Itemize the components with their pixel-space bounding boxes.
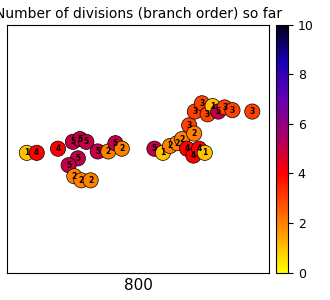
Text: 1: 1 [210,102,215,111]
Point [199,101,205,106]
Text: 1: 1 [24,148,29,157]
Point [75,156,81,161]
Point [205,112,210,117]
Text: 5: 5 [66,161,71,170]
Text: 3: 3 [250,107,255,116]
Point [88,178,93,183]
Text: 4: 4 [196,144,202,153]
Point [106,149,111,154]
Point [175,141,180,146]
Title: Number of divisions (branch order) so far: Number of divisions (branch order) so fa… [0,7,282,21]
Text: 5: 5 [152,144,157,153]
Text: 2: 2 [175,139,180,148]
Point [180,137,185,142]
Text: 5: 5 [78,135,82,144]
Text: 4: 4 [191,151,196,160]
Point [202,150,208,155]
Point [119,146,124,151]
Text: 3: 3 [222,103,227,112]
Text: 3: 3 [205,110,210,119]
Point [55,146,61,151]
Text: 3: 3 [192,107,197,116]
Point [84,140,89,144]
Point [222,105,227,110]
Text: 5: 5 [75,154,81,163]
Point [215,109,221,114]
Text: 2: 2 [79,176,84,185]
Point [24,150,29,155]
Text: 5: 5 [84,137,89,146]
Text: 2: 2 [106,147,111,156]
Point [191,153,196,158]
Text: 2: 2 [72,172,77,181]
Text: 2: 2 [180,135,185,144]
Text: 2: 2 [191,129,197,138]
Point [196,146,202,151]
Text: 4: 4 [34,148,39,157]
Text: 5: 5 [70,137,76,146]
Text: 1: 1 [202,148,208,157]
Point [113,141,118,146]
Text: 5: 5 [113,139,118,148]
Text: 5: 5 [95,147,100,156]
Point [184,146,190,151]
Point [79,178,84,183]
Text: 3: 3 [230,106,235,115]
Point [70,140,76,144]
Point [210,104,215,109]
Text: 3: 3 [199,99,205,108]
Point [167,143,173,148]
Text: 5: 5 [216,107,221,116]
Point [192,109,197,114]
Text: 2: 2 [119,144,124,153]
Point [77,137,82,142]
Point [230,108,235,112]
Text: 2: 2 [167,141,173,150]
Point [66,163,71,168]
Point [186,123,192,128]
Text: 3: 3 [186,121,192,130]
Point [72,174,77,178]
Point [152,146,157,151]
Point [34,150,39,155]
Point [95,149,100,154]
Text: 1: 1 [160,148,166,157]
Point [160,150,166,155]
Text: 2: 2 [88,176,93,185]
X-axis label: 800: 800 [124,278,152,293]
Point [250,109,255,114]
Text: 4: 4 [55,144,61,153]
Point [191,131,197,136]
Text: 4: 4 [184,144,190,153]
